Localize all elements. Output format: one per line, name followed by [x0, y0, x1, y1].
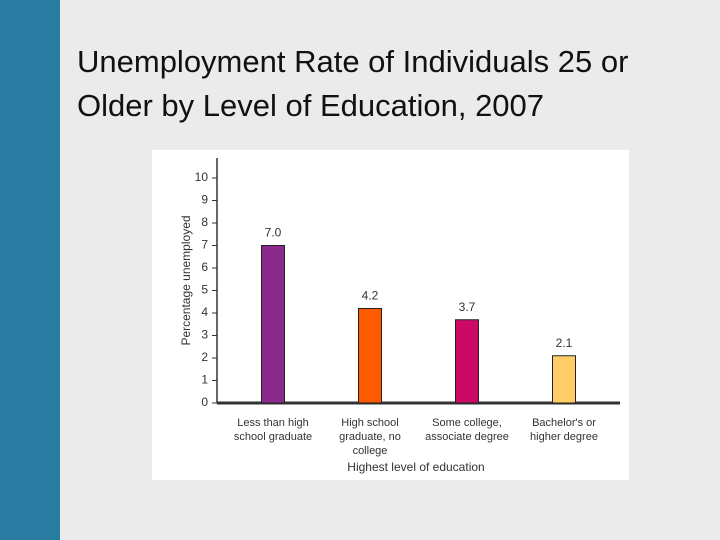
y-tick-label: 7 — [201, 238, 208, 252]
bar — [552, 355, 576, 404]
y-tick-label: 8 — [201, 215, 208, 229]
x-tick-label: Less than high school graduate — [233, 417, 313, 443]
value-label: 7.0 — [265, 226, 282, 240]
y-tick-label: 10 — [195, 170, 209, 184]
y-tick-label: 4 — [201, 305, 208, 319]
x-axis-label: Highest level of education — [347, 460, 484, 474]
y-axis-label: Percentage unemployed — [179, 215, 193, 345]
y-tick-label: 1 — [201, 373, 208, 387]
value-label: 3.7 — [459, 300, 476, 314]
y-tick-label: 6 — [201, 260, 208, 274]
y-tick-label: 3 — [201, 328, 208, 342]
slide-title: Unemployment Rate of Individuals 25 or O… — [77, 44, 629, 123]
chart-panel — [152, 150, 629, 480]
x-tick-label: Bachelor's or higher degree — [530, 417, 598, 443]
value-label: 4.2 — [362, 289, 379, 303]
side-bar — [0, 0, 60, 540]
y-tick-label: 0 — [201, 395, 208, 409]
value-label: 2.1 — [556, 336, 573, 350]
x-tick-label: High school graduate, no college — [339, 417, 401, 457]
bar — [261, 245, 285, 404]
x-tick-label: Some college, associate degree — [425, 417, 509, 443]
bar — [358, 308, 382, 404]
bar — [455, 319, 479, 404]
y-tick-label: 2 — [201, 350, 208, 364]
y-tick-label: 9 — [201, 193, 208, 207]
y-tick-label: 5 — [201, 283, 208, 297]
